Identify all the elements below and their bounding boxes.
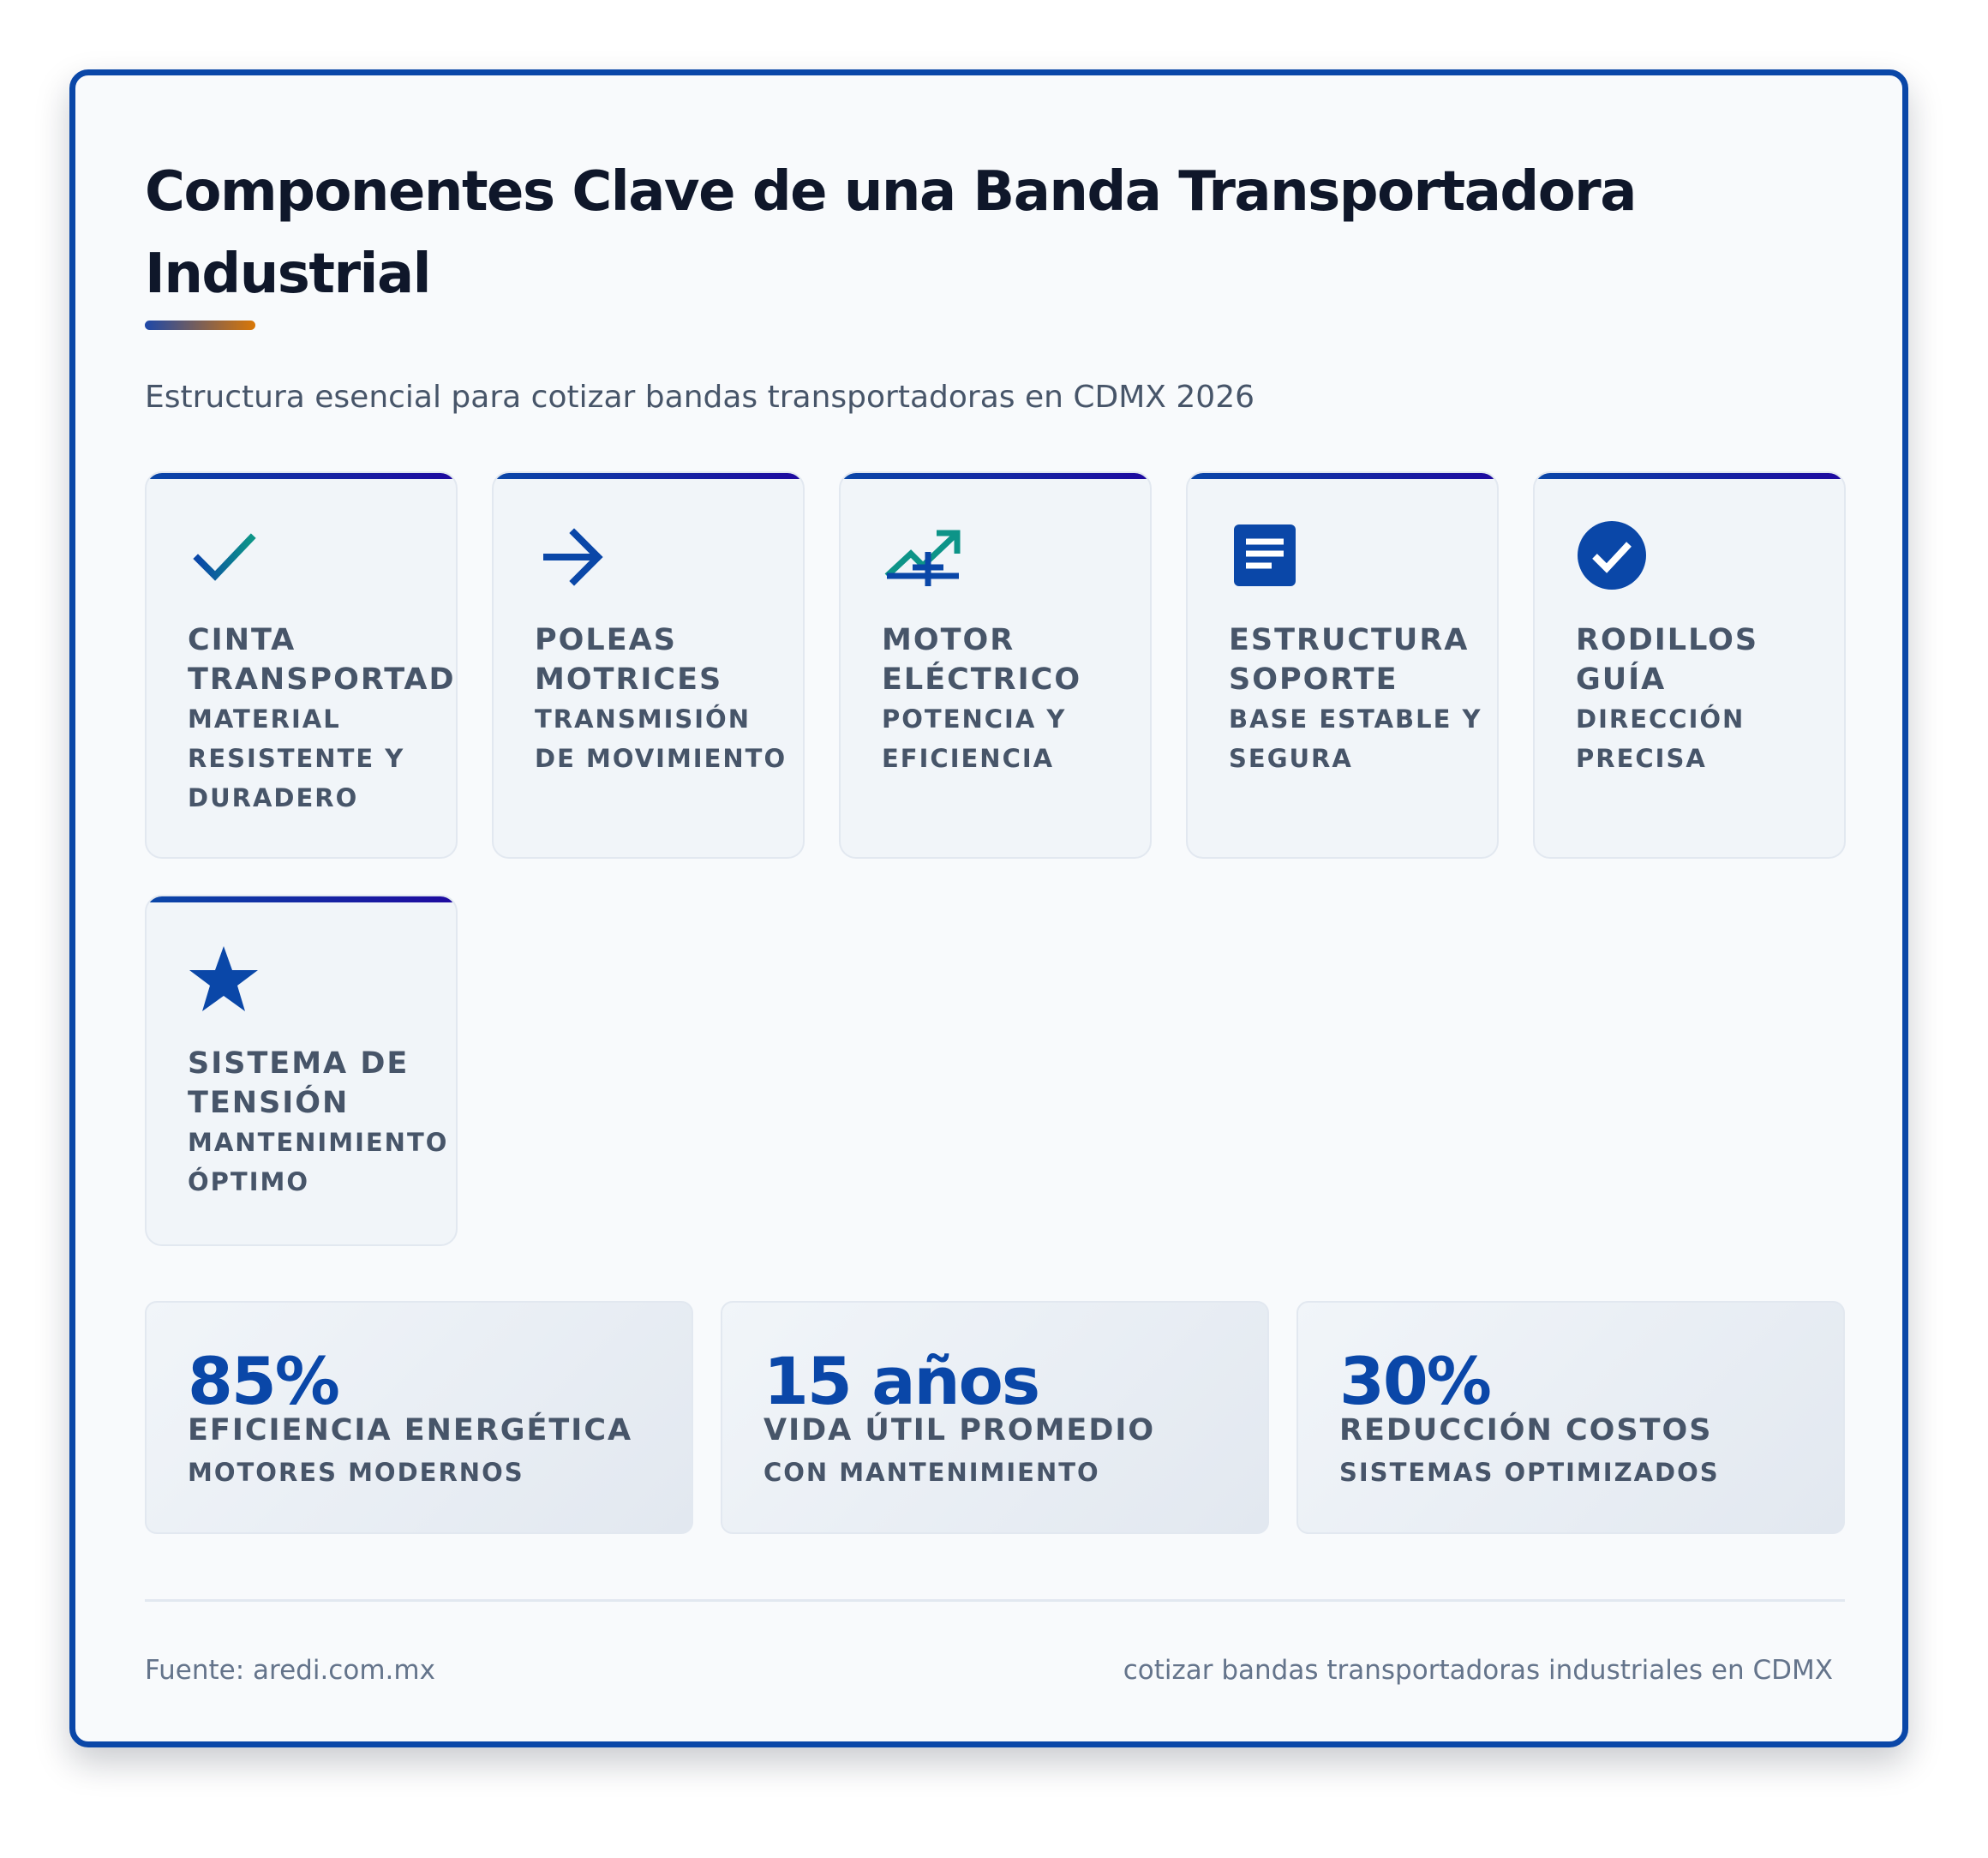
stat-card-cost-reduction: 30% Reducción Costos Sistemas optimizado…: [1296, 1301, 1845, 1534]
component-desc: Material resistente y duradero: [188, 704, 405, 812]
stat-sublabel: Sistemas optimizados: [1339, 1458, 1720, 1487]
stat-label: Vida Útil Promedio: [763, 1413, 1156, 1447]
stat-label: Eficiencia Energética: [188, 1413, 633, 1447]
stat-label: Reducción Costos: [1339, 1413, 1713, 1447]
stat-sublabel: Con mantenimiento: [763, 1458, 1100, 1487]
component-name: Motor Eléctrico: [882, 623, 1082, 697]
component-name: Estructura Soporte: [1229, 623, 1470, 697]
component-card-rodillos: Rodillos Guía Dirección precisa: [1533, 471, 1846, 859]
footer-tagline: cotizar bandas transportadoras industria…: [1123, 1655, 1833, 1686]
component-desc: Dirección precisa: [1576, 704, 1745, 773]
component-name: Cinta Transportadora: [188, 623, 456, 697]
stat-value: 85%: [188, 1343, 340, 1419]
component-card-cinta: Cinta Transportadora Material resistente…: [145, 471, 458, 859]
component-name: Poleas Motrices: [535, 623, 723, 697]
title-accent-line: [145, 321, 255, 330]
component-desc: Mantenimiento óptimo: [188, 1128, 449, 1196]
footer-divider: [145, 1599, 1845, 1602]
component-desc: Transmisión de movimiento: [535, 704, 787, 773]
infographic-card: Componentes Clave de una Banda Transport…: [69, 69, 1908, 1747]
component-name: Sistema de Tensión: [188, 1046, 410, 1120]
stat-card-lifespan: 15 años Vida Útil Promedio Con mantenimi…: [721, 1301, 1269, 1534]
stat-value: 15 años: [763, 1343, 1040, 1419]
page-title: Componentes Clave de una Banda Transport…: [145, 160, 1637, 306]
star-icon: [189, 944, 261, 1016]
component-card-tension: Sistema de Tensión Mantenimiento óptimo: [145, 895, 458, 1246]
trending-up-icon: [883, 521, 961, 593]
component-card-estructura: Estructura Soporte Base estable y segura: [1186, 471, 1499, 859]
stat-card-efficiency: 85% Eficiencia Energética Motores modern…: [145, 1301, 693, 1534]
component-card-motor: Motor Eléctrico Potencia y eficiencia: [839, 471, 1152, 859]
component-card-poleas: Poleas Motrices Transmisión de movimient…: [492, 471, 805, 859]
checkmark-icon: [189, 521, 261, 593]
arrow-right-icon: [536, 521, 608, 593]
footer-source: Fuente: aredi.com.mx: [145, 1655, 435, 1686]
check-circle-icon: [1578, 521, 1650, 593]
stat-value: 30%: [1339, 1343, 1492, 1419]
document-icon: [1231, 521, 1302, 593]
page-subtitle: Estructura esencial para cotizar bandas …: [145, 380, 1255, 415]
component-desc: Base estable y segura: [1229, 704, 1482, 773]
stat-sublabel: Motores modernos: [188, 1458, 524, 1487]
component-name: Rodillos Guía: [1576, 623, 1759, 697]
component-desc: Potencia y eficiencia: [882, 704, 1067, 773]
